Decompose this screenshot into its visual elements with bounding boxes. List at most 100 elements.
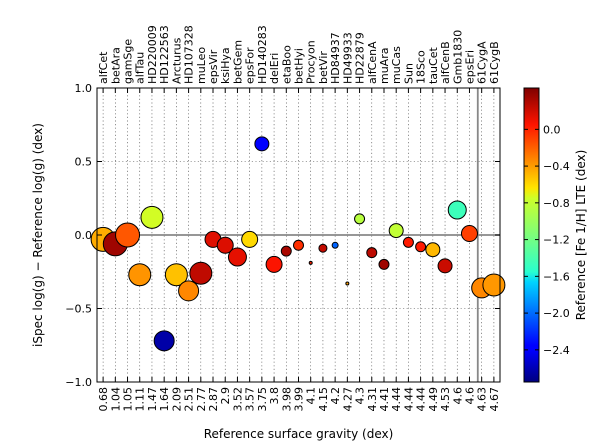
point-tauCet [425,242,441,258]
data-points [90,136,506,352]
x-tick-label: 3.8 [268,387,281,405]
star-name-label: muCas [390,46,403,84]
colorbar: 0.0 −0.4 −0.8 −1.2 −1.6 −2.0 −2.4 Reference [F… [523,87,588,383]
point-Gmb1830 [447,200,467,220]
point-Arcturus [164,263,188,287]
star-name-label: epsVir [207,49,220,84]
top-axis-star-names: alfCet betAra gamSge alfTau HD220009 HD122563… [97,25,501,93]
point-HD49933 [345,281,350,286]
y-axis-ticks: 1.0 0.5 0.0 −0.5 −1.0 [65,82,500,389]
colorbar-tick-label: −1.6 [543,270,570,283]
star-name-label: Procyon [305,40,318,84]
point-Sun [402,236,414,248]
x-tick-label: 0.68 [97,387,110,412]
point-alfTau [128,263,152,287]
point-betHyi [293,239,304,251]
x-tick-label: 3.98 [280,387,293,412]
x-tick-label: 3.99 [293,387,306,412]
x-tick-label: 2.09 [170,387,183,412]
star-name-label: HD140283 [256,25,269,84]
point-gamSge [115,222,141,248]
star-name-label: alfCenA [366,41,379,84]
y-tick-label: 1.0 [75,82,93,95]
x-axis-title: Reference surface gravity (dex) [204,427,394,441]
x-tick-label: 4.6 [463,387,476,405]
star-name-label: alfCenB [439,41,452,84]
star-name-label: epsEri [463,50,476,84]
x-axis-ticks: 0.68 1.04 1.05 1.11 1.47 1.64 2.09 2.51 2.77 2.87… [97,377,501,412]
x-tick-label: 2.87 [207,387,220,412]
x-tick-label: 4.53 [439,387,452,412]
star-name-label: 61CygA [476,41,489,84]
x-tick-label: 4.67 [488,387,501,412]
star-name-label: HD220009 [146,25,159,84]
point-epsEri [460,225,478,243]
colorbar-tick-label: −1.2 [543,234,570,247]
y-axis-title: iSpec log(g) − Reference log(g) (dex) [31,123,45,347]
star-name-label: betAra [109,47,122,84]
star-name-label: HD122563 [158,25,171,84]
point-HD22879 [354,213,366,225]
point-betGem [227,247,247,267]
x-tick-label: 2.51 [183,387,196,412]
grid-lines [97,88,500,382]
point-delEri [265,255,283,273]
point-epsFor [241,230,259,248]
star-name-label: HD49933 [341,32,354,84]
colorbar-tick-label: −2.4 [543,344,570,357]
star-name-label: ksiHya [219,47,232,84]
x-tick-label: 1.05 [122,387,135,412]
x-tick-label: 2.77 [195,387,208,412]
colorbar-title: Reference [Fe 1/H] LTE (dex) [574,150,588,321]
point-HD122563 [153,330,175,352]
x-tick-label: 4.2 [329,387,342,405]
x-tick-label: 4.63 [476,387,489,412]
point-18Sco [415,241,427,253]
point-Procyon [308,260,313,265]
point-etaBoo [280,245,292,257]
point-muAra [378,258,390,270]
star-name-label: muAra [378,48,391,84]
point-alfCenB [437,258,453,274]
star-name-label: alfCet [97,51,110,84]
star-name-label: Sun [402,63,415,84]
x-tick-label: 4.44 [415,387,428,412]
x-tick-label: 3.52 [231,387,244,412]
colorbar-tick-label: −0.8 [543,197,570,210]
x-tick-label: 1.47 [146,387,159,412]
point-ksiHya [216,236,234,254]
x-tick-label: 4.6 [451,387,464,405]
star-name-label: tauCet [427,47,440,84]
x-tick-label: 4.41 [378,387,391,412]
star-name-label: epsFor [244,47,257,84]
x-tick-label: 1.04 [109,387,122,412]
star-name-label: Arcturus [170,37,183,84]
star-name-label: gamSge [122,39,135,84]
x-tick-label: 4.3 [354,387,367,405]
star-name-label: 18Sco [415,50,428,84]
x-tick-label: 1.11 [134,387,147,412]
point-61CygB [482,273,506,297]
star-name-label: HD107328 [183,25,196,84]
point-HD84937 [331,241,339,249]
point-muLeo [189,261,213,285]
x-tick-label: 4.1 [305,387,318,405]
y-tick-label: −0.5 [65,303,92,316]
colorbar-tick-label: −2.0 [543,307,570,320]
star-name-label: betGem [231,40,244,84]
y-tick-label: 0.0 [75,229,93,242]
colorbar-tick-label: 0.0 [543,123,561,136]
star-name-label: 61CygB [488,41,501,84]
point-betVir [318,243,328,253]
colorbar-gradient [523,87,540,383]
x-tick-label: 2.9 [219,387,232,405]
star-name-label: muLeo [195,47,208,84]
colorbar-ticks: 0.0 −0.4 −0.8 −1.2 −1.6 −2.0 −2.4 [524,123,570,357]
star-name-label: betHyi [293,48,306,84]
x-tick-label: 4.15 [317,387,330,412]
y-tick-label: 0.5 [75,156,93,169]
star-name-label: alfTau [134,52,147,84]
point-alfCenA [366,247,378,259]
